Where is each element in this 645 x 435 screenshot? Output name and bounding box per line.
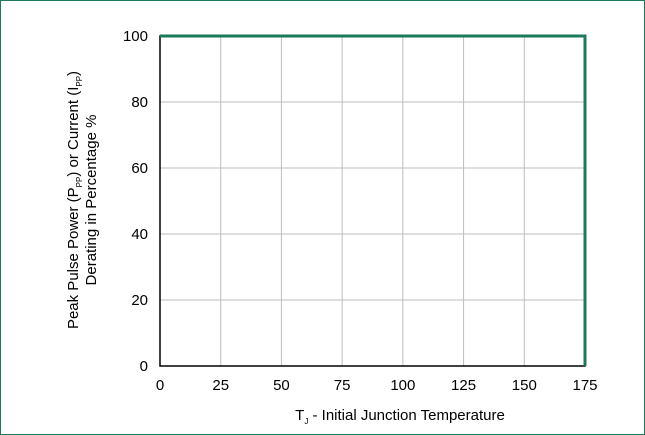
y-tick-label: 100 [123,28,148,45]
y-tick-labels: 0 20 40 60 80 100 [123,28,148,375]
grid [159,35,586,367]
y-axis-title-line2: Derating in Percentage % [83,115,100,286]
plot-area-border [159,35,586,367]
x-tick-label: 50 [273,377,290,394]
x-tick-label: 25 [212,377,229,394]
y-tick-label: 0 [140,358,148,375]
y-tick-label: 20 [131,292,148,309]
y-tick-label: 40 [131,226,148,243]
x-tick-label: 125 [451,377,476,394]
x-tick-label: 175 [572,377,597,394]
y-tick-label: 60 [131,160,148,177]
derating-line [160,34,587,366]
x-axis-title: TJ - Initial Junction Temperature [295,407,505,426]
y-axis-title-line1: Peak Pulse Power (PPP) or Current (IPP) [65,71,84,329]
y-tick-label: 80 [131,94,148,111]
y-axis-title: Peak Pulse Power (PPP) or Current (IPP) … [65,71,100,329]
x-tick-label: 0 [156,377,164,394]
x-tick-label: 75 [334,377,351,394]
x-tick-labels: 0 25 50 75 100 125 150 175 [156,377,598,394]
series-group [160,34,587,366]
x-tick-label: 100 [390,377,415,394]
x-tick-label: 150 [512,377,537,394]
